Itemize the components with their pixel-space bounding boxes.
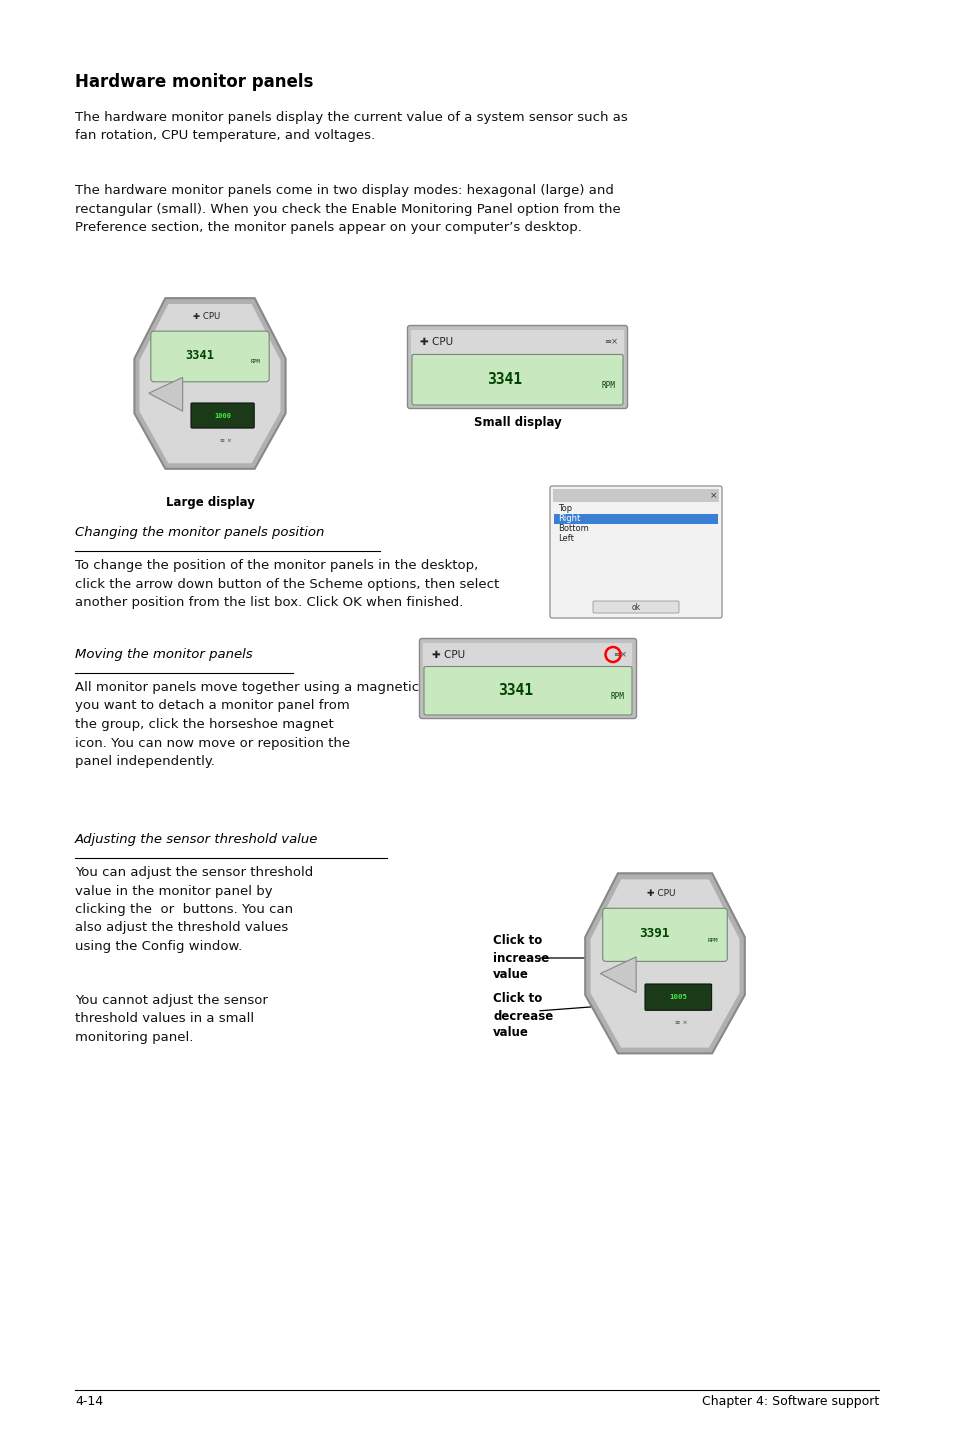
Text: The hardware monitor panels come in two display modes: hexagonal (large) and
rec: The hardware monitor panels come in two … (75, 184, 620, 234)
Text: 3341: 3341 (487, 372, 521, 387)
FancyBboxPatch shape (412, 354, 622, 406)
Text: RPM: RPM (707, 938, 718, 943)
Text: RPM: RPM (610, 692, 623, 700)
FancyBboxPatch shape (419, 638, 636, 719)
Text: To change the position of the monitor panels in the desktop,
click the arrow dow: To change the position of the monitor pa… (75, 559, 498, 610)
FancyBboxPatch shape (411, 329, 623, 354)
Text: 4-14: 4-14 (75, 1395, 103, 1408)
Text: Chapter 4: Software support: Chapter 4: Software support (701, 1395, 878, 1408)
Text: Small display: Small display (473, 416, 560, 429)
Text: Changing the monitor panels position: Changing the monitor panels position (75, 526, 324, 539)
Text: 3341: 3341 (185, 349, 214, 362)
Text: ✚ CPU: ✚ CPU (419, 336, 453, 347)
Text: 1000: 1000 (213, 413, 231, 418)
Text: Click to
increase
value: Click to increase value (493, 935, 549, 982)
Text: RPM: RPM (600, 381, 615, 390)
FancyBboxPatch shape (423, 643, 632, 666)
Text: ok: ok (631, 603, 639, 611)
FancyBboxPatch shape (593, 601, 679, 613)
Polygon shape (584, 873, 744, 1054)
Text: 3391: 3391 (639, 928, 669, 940)
Text: ≡ ×: ≡ × (675, 1021, 687, 1025)
FancyBboxPatch shape (407, 325, 627, 408)
Text: All monitor panels move together using a magnetic effect. If
you want to detach : All monitor panels move together using a… (75, 682, 478, 768)
Text: Click to
decrease
value: Click to decrease value (493, 992, 553, 1040)
Polygon shape (134, 298, 285, 469)
Text: Adjusting the sensor threshold value: Adjusting the sensor threshold value (75, 833, 318, 846)
FancyBboxPatch shape (644, 984, 711, 1011)
Text: Bottom: Bottom (558, 523, 588, 533)
Text: Top: Top (558, 503, 572, 513)
Polygon shape (139, 303, 281, 464)
Text: 1005: 1005 (669, 994, 686, 1001)
Text: ≡×: ≡× (603, 338, 618, 347)
Polygon shape (599, 956, 636, 992)
Text: ×: × (709, 490, 717, 500)
Text: ≡ ×: ≡ × (220, 437, 232, 443)
FancyBboxPatch shape (151, 331, 269, 383)
Text: You can adjust the sensor threshold
value in the monitor panel by
clicking the  : You can adjust the sensor threshold valu… (75, 866, 313, 953)
Text: ✚ CPU: ✚ CPU (193, 312, 220, 321)
Text: ✚ CPU: ✚ CPU (646, 889, 675, 897)
FancyBboxPatch shape (191, 403, 253, 429)
Text: The hardware monitor panels display the current value of a system sensor such as: The hardware monitor panels display the … (75, 111, 627, 142)
Text: ✚ CPU: ✚ CPU (432, 650, 465, 660)
Text: 3341: 3341 (497, 683, 532, 699)
FancyBboxPatch shape (550, 486, 721, 618)
Text: Right: Right (558, 513, 579, 523)
FancyBboxPatch shape (553, 489, 719, 502)
Text: Left: Left (558, 533, 574, 544)
FancyBboxPatch shape (554, 513, 718, 523)
FancyBboxPatch shape (423, 666, 631, 715)
FancyBboxPatch shape (602, 909, 726, 962)
Text: Hardware monitor panels: Hardware monitor panels (75, 73, 313, 91)
Polygon shape (149, 377, 182, 411)
Text: ≡×: ≡× (613, 650, 626, 659)
Text: Moving the monitor panels: Moving the monitor panels (75, 649, 253, 661)
Text: Large display: Large display (166, 496, 254, 509)
Text: You cannot adjust the sensor
threshold values in a small
monitoring panel.: You cannot adjust the sensor threshold v… (75, 994, 268, 1044)
Polygon shape (589, 879, 740, 1048)
Text: RPM: RPM (251, 360, 260, 364)
